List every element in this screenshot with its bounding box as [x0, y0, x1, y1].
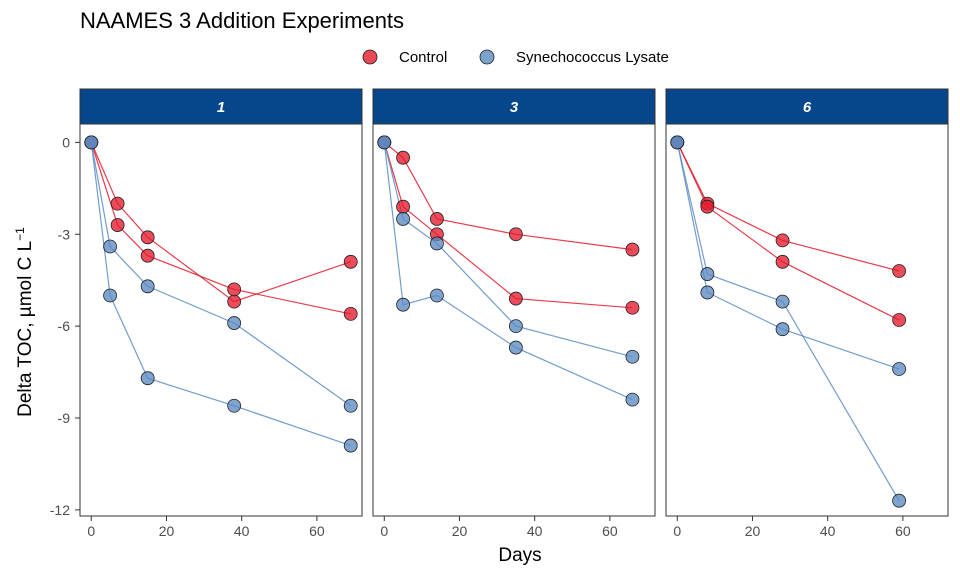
- x-tick-label: 60: [895, 523, 911, 539]
- data-point: [343, 398, 358, 413]
- series-line: [676, 142, 900, 321]
- data-point: [508, 227, 523, 242]
- data-point: [775, 254, 790, 269]
- y-tick-label: -3: [58, 226, 71, 242]
- facet-strip-label: 6: [803, 99, 812, 116]
- legend-label-control: Control: [399, 49, 447, 66]
- facet-panel-6: 60 20 40 60: [665, 88, 949, 539]
- data-point: [227, 294, 242, 309]
- data-point: [103, 239, 117, 254]
- legend-label-lysate: Synechococcus Lysate: [516, 49, 669, 66]
- data-point: [625, 300, 640, 315]
- data-point: [775, 294, 790, 309]
- data-point: [227, 398, 242, 413]
- data-point: [140, 371, 155, 386]
- data-point: [430, 288, 444, 303]
- data-point: [625, 242, 640, 257]
- data-point: [775, 322, 790, 337]
- x-tick-label: 60: [309, 523, 325, 539]
- y-tick-label: 0: [62, 134, 70, 150]
- x-tick-label: 60: [602, 523, 618, 539]
- facet-strip: [79, 88, 363, 125]
- x-tick-label: 20: [159, 523, 175, 539]
- data-point: [227, 316, 242, 330]
- data-point: [508, 291, 523, 306]
- data-point: [103, 288, 117, 303]
- data-point: [775, 233, 790, 248]
- data-point: [396, 199, 410, 214]
- data-point: [396, 297, 410, 312]
- legend: Control Synechococcus Lysate: [362, 49, 669, 66]
- series-line: [676, 142, 900, 272]
- data-point: [227, 282, 242, 297]
- x-tick-label: 20: [452, 523, 468, 539]
- y-tick-label: -6: [58, 318, 71, 334]
- data-point: [110, 196, 125, 211]
- data-point: [700, 199, 715, 214]
- data-point: [892, 493, 907, 508]
- facet-strip: [665, 88, 949, 125]
- data-point: [396, 150, 410, 165]
- x-tick-label: 40: [527, 523, 543, 539]
- data-point: [700, 285, 715, 300]
- y-axis-title-main: Delta TOC, µmol C L: [15, 241, 36, 417]
- x-tick-label: 0: [673, 523, 681, 539]
- x-tick-label: 40: [820, 523, 836, 539]
- data-point: [700, 267, 715, 281]
- legend-marker-control: [362, 49, 378, 65]
- data-point: [343, 306, 358, 321]
- data-point: [377, 135, 392, 150]
- panel-border: [665, 123, 949, 517]
- data-point: [430, 212, 444, 226]
- data-point: [625, 349, 640, 364]
- facet-strip: [372, 88, 656, 125]
- facet-panel-1: 1 0 20 40 60: [79, 88, 363, 539]
- x-tick-label: 0: [380, 523, 388, 539]
- y-tick-label: -9: [58, 410, 71, 426]
- y-axis: 0 -3 -6 -9 -12: [50, 134, 80, 518]
- series-line: [676, 142, 900, 502]
- data-point: [508, 319, 523, 334]
- data-point: [140, 248, 155, 263]
- data-point: [508, 340, 523, 355]
- data-point: [892, 264, 907, 278]
- data-point: [892, 313, 907, 327]
- y-tick-label: -12: [50, 502, 70, 518]
- data-point: [670, 135, 685, 150]
- data-point: [625, 392, 640, 407]
- data-point: [892, 362, 907, 376]
- panel-border: [79, 123, 363, 517]
- panel-border: [372, 123, 656, 517]
- data-point: [140, 279, 155, 294]
- facet-strip-label: 1: [217, 99, 225, 116]
- data-point: [430, 236, 444, 251]
- data-point: [343, 254, 358, 269]
- x-tick-label: 0: [87, 523, 95, 539]
- legend-marker-lysate: [479, 49, 495, 65]
- data-point: [343, 438, 358, 453]
- x-axis-title: Days: [498, 545, 541, 566]
- chart-title: NAAMES 3 Addition Experiments: [80, 8, 404, 33]
- data-point: [396, 212, 410, 226]
- facet-panel-3: 3 0 20 40 60: [372, 88, 656, 539]
- y-axis-title-exponent: −1: [13, 227, 27, 241]
- series-line: [676, 142, 900, 370]
- data-point: [84, 135, 99, 150]
- y-axis-title: Delta TOC, µmol C L−1: [13, 227, 36, 417]
- data-point: [140, 230, 155, 245]
- facet-strip-label: 3: [510, 99, 519, 116]
- data-point: [110, 218, 125, 232]
- x-tick-label: 40: [234, 523, 250, 539]
- x-tick-label: 20: [745, 523, 761, 539]
